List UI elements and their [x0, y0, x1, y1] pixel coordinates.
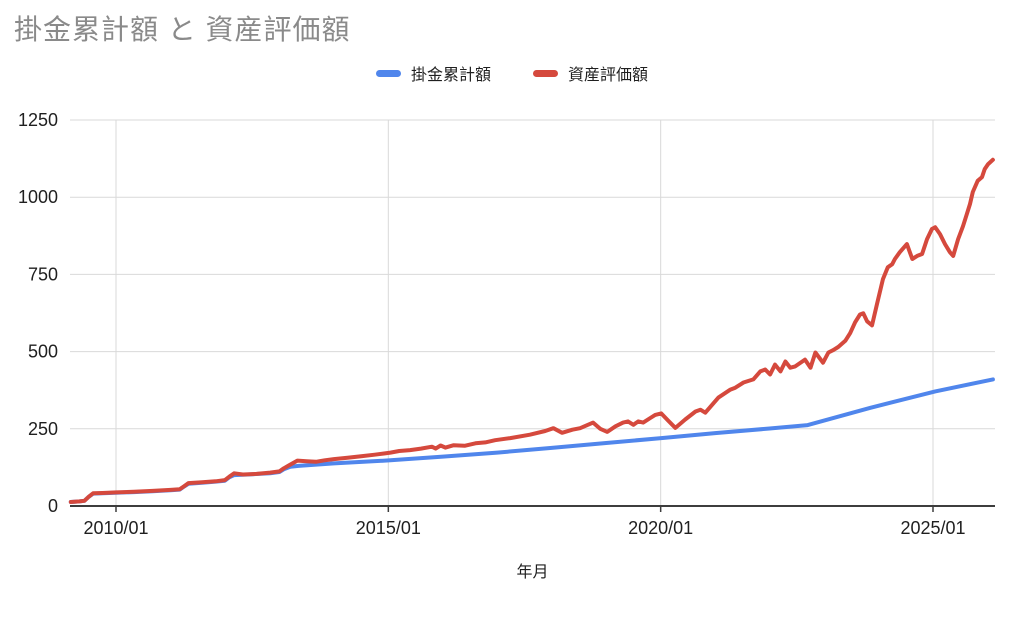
legend-item-contributions: 掛金累計額	[375, 61, 491, 85]
valuation-legend-swatch-icon	[533, 69, 558, 77]
x-tick-label: 2025/01	[900, 518, 965, 538]
legend-label-valuation: 資産評価額	[568, 67, 649, 84]
y-tick-label: 1000	[18, 187, 58, 207]
legend-item-valuation: 資産評価額	[533, 61, 648, 85]
legend-label-contributions: 掛金累計額	[410, 67, 491, 84]
x-tick-label: 2020/01	[628, 518, 693, 538]
legend: 掛金累計額 資産評価額	[0, 62, 1024, 84]
contributions-legend-swatch-icon	[375, 69, 401, 77]
x-tick-label: 2015/01	[356, 518, 421, 538]
asset-valuation-line	[68, 157, 995, 504]
y-tick-label: 750	[28, 264, 58, 284]
y-tick-label: 1250	[18, 110, 58, 130]
x-tick-label: 2010/01	[83, 518, 148, 538]
y-tick-label: 0	[48, 496, 58, 516]
y-tick-label: 250	[28, 419, 58, 439]
x-axis-title: 年月	[516, 564, 549, 581]
y-tick-label: 500	[28, 342, 58, 362]
chart-title: 掛金累計額 と 資産評価額	[14, 14, 351, 45]
